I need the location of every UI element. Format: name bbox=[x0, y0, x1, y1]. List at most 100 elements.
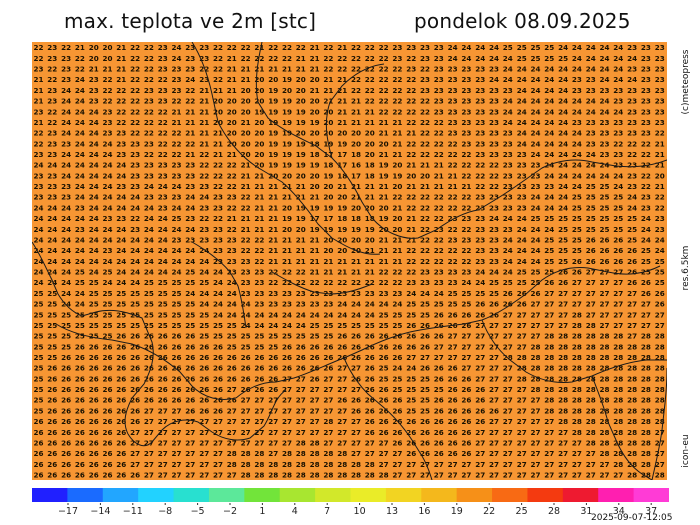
grid-value: 21 bbox=[310, 86, 320, 95]
grid-value: 28 bbox=[572, 396, 582, 405]
grid-value: 22 bbox=[199, 65, 209, 74]
grid-value: 23 bbox=[475, 214, 485, 223]
grid-value: 23 bbox=[613, 150, 623, 159]
grid-value: 24 bbox=[199, 257, 209, 266]
grid-value: 27 bbox=[254, 396, 264, 405]
grid-value: 19 bbox=[282, 139, 292, 148]
grid-value: 26 bbox=[158, 364, 168, 373]
grid-value: 23 bbox=[641, 129, 651, 138]
grid-value: 27 bbox=[586, 300, 596, 309]
grid-value: 27 bbox=[461, 364, 471, 373]
grid-value: 19 bbox=[351, 225, 361, 234]
grid-value: 22 bbox=[392, 97, 402, 106]
grid-value: 26 bbox=[144, 332, 154, 341]
grid-value: 21 bbox=[655, 139, 665, 148]
grid-value: 22 bbox=[406, 257, 416, 266]
grid-value: 20 bbox=[227, 97, 237, 106]
grid-value: 23 bbox=[627, 86, 637, 95]
grid-value: 25 bbox=[337, 321, 347, 330]
grid-value: 20 bbox=[254, 150, 264, 159]
grid-value: 24 bbox=[586, 54, 596, 63]
border bbox=[235, 331, 411, 399]
grid-value: 24 bbox=[503, 107, 513, 116]
grid-value: 27 bbox=[489, 460, 499, 469]
grid-value: 24 bbox=[61, 214, 71, 223]
grid-value: 22 bbox=[461, 161, 471, 170]
grid-value: 18 bbox=[323, 161, 333, 170]
grid-value: 26 bbox=[34, 471, 44, 480]
grid-value: 27 bbox=[655, 428, 665, 437]
grid-value: 25 bbox=[116, 300, 126, 309]
grid-value: 20 bbox=[420, 171, 430, 180]
grid-value: 25 bbox=[199, 310, 209, 319]
grid-value: 23 bbox=[144, 171, 154, 180]
grid-value: 26 bbox=[144, 364, 154, 373]
grid-value: 23 bbox=[489, 236, 499, 245]
grid-value: 26 bbox=[448, 385, 458, 394]
grid-value: 24 bbox=[586, 107, 596, 116]
colorbar-swatch bbox=[421, 488, 458, 502]
grid-value: 24 bbox=[572, 107, 582, 116]
grid-value: 22 bbox=[337, 65, 347, 74]
grid-value: 18 bbox=[310, 139, 320, 148]
grid-value: 27 bbox=[185, 428, 195, 437]
grid-value: 19 bbox=[282, 150, 292, 159]
grid-value: 23 bbox=[531, 182, 541, 191]
grid-value: 22 bbox=[365, 97, 375, 106]
grid-value: 25 bbox=[34, 332, 44, 341]
grid-value: 25 bbox=[116, 321, 126, 330]
grid-value: 26 bbox=[600, 236, 610, 245]
grid-value: 20 bbox=[227, 129, 237, 138]
grid-value: 27 bbox=[461, 342, 471, 351]
grid-value: 22 bbox=[158, 75, 168, 84]
grid-value: 27 bbox=[337, 428, 347, 437]
grid-value: 24 bbox=[89, 107, 99, 116]
grid-value: 24 bbox=[89, 150, 99, 159]
grid-value: 27 bbox=[227, 385, 237, 394]
grid-value: 27 bbox=[517, 460, 527, 469]
grid-value: 23 bbox=[213, 246, 223, 255]
grid-value: 26 bbox=[475, 396, 485, 405]
grid-value: 28 bbox=[241, 471, 251, 480]
grid-value: 24 bbox=[641, 236, 651, 245]
grid-value: 22 bbox=[213, 171, 223, 180]
grid-value: 21 bbox=[448, 171, 458, 180]
grid-value: 24 bbox=[47, 161, 57, 170]
grid-value: 25 bbox=[365, 321, 375, 330]
grid-value: 24 bbox=[185, 257, 195, 266]
grid-value: 24 bbox=[627, 193, 637, 202]
grid-value: 24 bbox=[75, 289, 85, 298]
grid-value: 24 bbox=[130, 236, 140, 245]
grid-value: 27 bbox=[586, 310, 596, 319]
grid-value: 25 bbox=[34, 300, 44, 309]
grid-value: 21 bbox=[254, 203, 264, 212]
grid-value: 25 bbox=[544, 214, 554, 223]
grid-value: 27 bbox=[296, 396, 306, 405]
grid-value: 26 bbox=[185, 353, 195, 362]
grid-value: 26 bbox=[103, 406, 113, 415]
grid-value: 23 bbox=[655, 43, 665, 52]
grid-value: 26 bbox=[116, 396, 126, 405]
grid-value: 22 bbox=[158, 118, 168, 127]
grid-value: 24 bbox=[489, 43, 499, 52]
grid-value: 22 bbox=[406, 193, 416, 202]
grid-value: 21 bbox=[351, 182, 361, 191]
grid-value: 23 bbox=[475, 236, 485, 245]
grid-value: 22 bbox=[130, 86, 140, 95]
grid-value: 23 bbox=[158, 97, 168, 106]
grid-value: 25 bbox=[227, 321, 237, 330]
grid-value: 20 bbox=[323, 182, 333, 191]
grid-value: 23 bbox=[213, 236, 223, 245]
grid-value: 23 bbox=[254, 268, 264, 277]
grid-value: 24 bbox=[572, 65, 582, 74]
grid-value: 18 bbox=[337, 171, 347, 180]
grid-value: 22 bbox=[434, 257, 444, 266]
grid-value: 24 bbox=[531, 225, 541, 234]
grid-value: 22 bbox=[130, 75, 140, 84]
grid-value: 28 bbox=[544, 396, 554, 405]
grid-value: 22 bbox=[434, 236, 444, 245]
grid-value: 26 bbox=[365, 364, 375, 373]
grid-value: 26 bbox=[185, 342, 195, 351]
grid-value: 26 bbox=[199, 364, 209, 373]
grid-value: 27 bbox=[475, 321, 485, 330]
